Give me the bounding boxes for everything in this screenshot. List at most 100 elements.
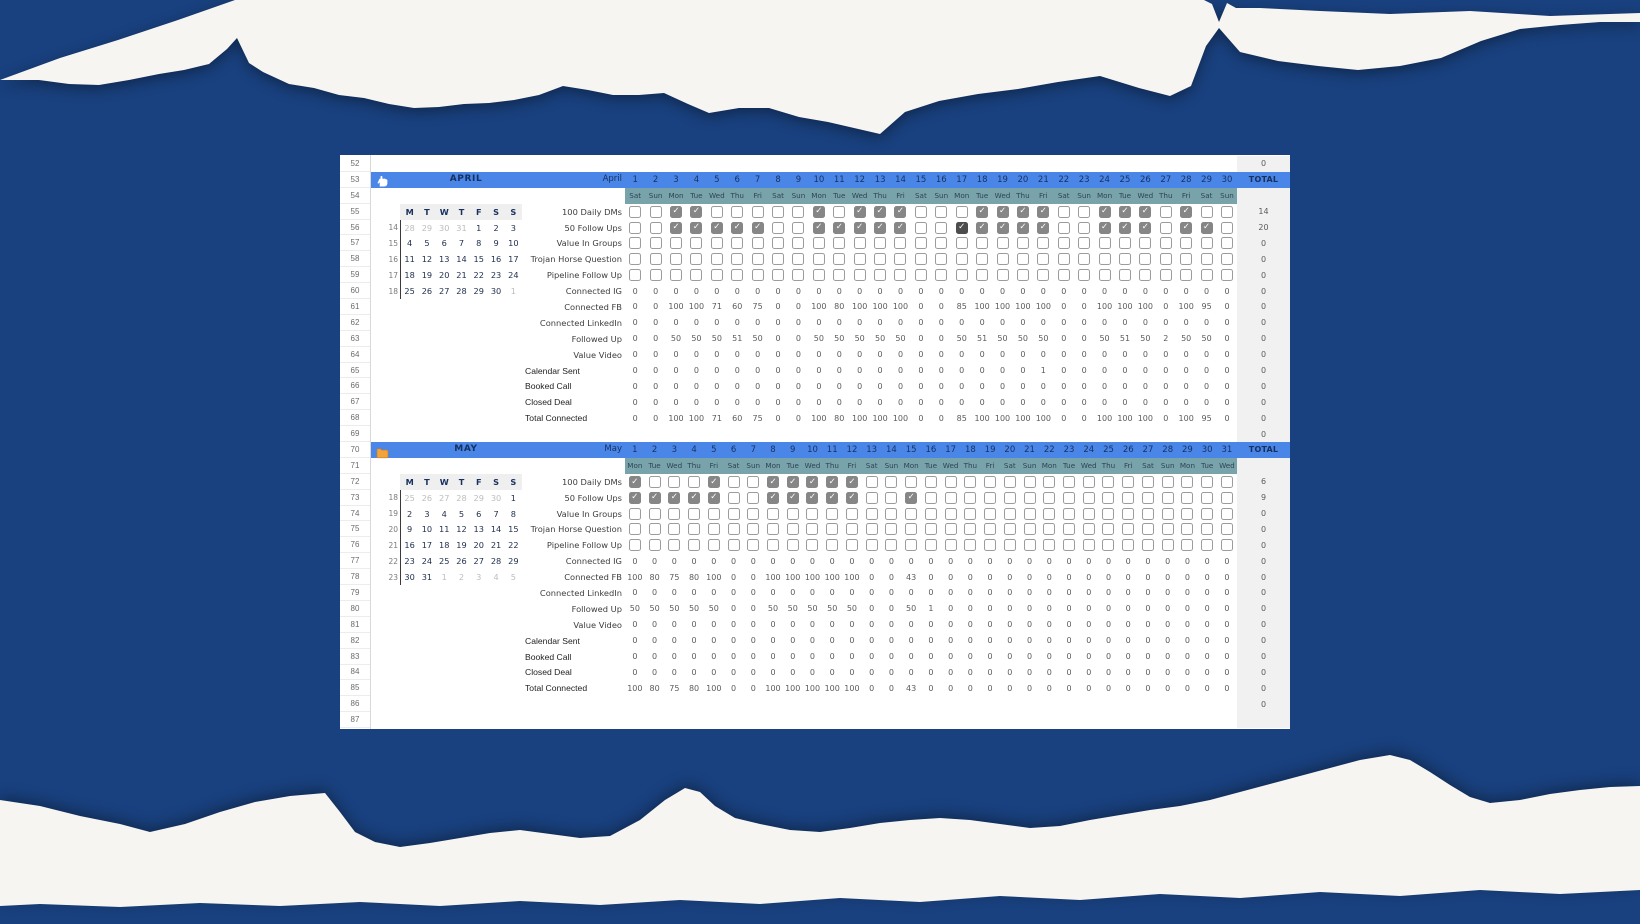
- task-checkbox[interactable]: [767, 523, 779, 536]
- task-checkbox[interactable]: [710, 253, 723, 266]
- task-checkbox[interactable]: [747, 491, 760, 504]
- task-checkbox[interactable]: [845, 523, 858, 536]
- task-checkbox[interactable]: [1057, 237, 1070, 250]
- task-checkbox[interactable]: [976, 237, 989, 250]
- task-checkbox[interactable]: [955, 253, 968, 266]
- task-checkbox[interactable]: [865, 475, 878, 488]
- task-checkbox[interactable]: [865, 523, 878, 536]
- task-checkbox[interactable]: [792, 237, 805, 250]
- task-checkbox[interactable]: [885, 539, 898, 552]
- task-checkbox[interactable]: [1043, 475, 1056, 488]
- task-checkbox[interactable]: [1201, 539, 1214, 552]
- task-checkbox[interactable]: [1200, 237, 1213, 250]
- task-checkbox[interactable]: [1159, 221, 1172, 234]
- task-checkbox[interactable]: [812, 237, 825, 250]
- task-checkbox[interactable]: [751, 253, 764, 266]
- task-checkbox[interactable]: [812, 221, 825, 234]
- task-checkbox[interactable]: [894, 237, 907, 250]
- task-checkbox[interactable]: [914, 269, 927, 282]
- task-checkbox[interactable]: [914, 253, 927, 266]
- task-checkbox[interactable]: [751, 269, 764, 282]
- task-checkbox[interactable]: [727, 475, 740, 488]
- task-checkbox[interactable]: [885, 475, 898, 488]
- task-checkbox[interactable]: [1180, 269, 1193, 282]
- task-checkbox[interactable]: [1139, 237, 1152, 250]
- task-checkbox[interactable]: [707, 475, 720, 488]
- task-checkbox[interactable]: [1118, 269, 1131, 282]
- task-checkbox[interactable]: [984, 491, 997, 504]
- task-checkbox[interactable]: [996, 269, 1009, 282]
- task-checkbox[interactable]: [894, 269, 907, 282]
- task-checkbox[interactable]: [772, 205, 785, 218]
- task-checkbox[interactable]: [731, 269, 744, 282]
- task-checkbox[interactable]: [812, 253, 825, 266]
- task-checkbox[interactable]: [845, 539, 858, 552]
- task-checkbox[interactable]: [710, 205, 723, 218]
- task-checkbox[interactable]: [1220, 475, 1233, 488]
- task-checkbox[interactable]: [1201, 475, 1214, 488]
- task-checkbox[interactable]: [833, 269, 846, 282]
- task-checkbox[interactable]: [865, 539, 878, 552]
- task-checkbox[interactable]: [649, 221, 662, 234]
- task-checkbox[interactable]: [944, 539, 957, 552]
- task-checkbox[interactable]: [767, 491, 779, 504]
- task-checkbox[interactable]: [668, 491, 681, 504]
- task-checkbox[interactable]: [792, 221, 805, 234]
- task-checkbox[interactable]: [670, 253, 683, 266]
- task-checkbox[interactable]: [628, 475, 641, 488]
- task-checkbox[interactable]: [1037, 269, 1050, 282]
- task-checkbox[interactable]: [826, 491, 839, 504]
- task-checkbox[interactable]: [874, 221, 887, 234]
- task-checkbox[interactable]: [649, 253, 662, 266]
- task-checkbox[interactable]: [806, 491, 819, 504]
- task-checkbox[interactable]: [1180, 237, 1193, 250]
- task-checkbox[interactable]: [924, 523, 937, 536]
- task-checkbox[interactable]: [1122, 523, 1135, 536]
- task-checkbox[interactable]: [935, 237, 948, 250]
- task-checkbox[interactable]: [731, 205, 744, 218]
- task-checkbox[interactable]: [668, 475, 681, 488]
- task-checkbox[interactable]: [1082, 507, 1095, 520]
- task-checkbox[interactable]: [964, 491, 977, 504]
- task-checkbox[interactable]: [1102, 507, 1115, 520]
- task-checkbox[interactable]: [826, 523, 839, 536]
- task-checkbox[interactable]: [747, 539, 760, 552]
- task-checkbox[interactable]: [924, 507, 937, 520]
- task-checkbox[interactable]: [1159, 269, 1172, 282]
- task-checkbox[interactable]: [1122, 475, 1135, 488]
- task-checkbox[interactable]: [894, 221, 907, 234]
- task-checkbox[interactable]: [1057, 269, 1070, 282]
- task-checkbox[interactable]: [845, 475, 858, 488]
- task-checkbox[interactable]: [1043, 507, 1056, 520]
- task-checkbox[interactable]: [1078, 237, 1091, 250]
- task-checkbox[interactable]: [865, 507, 878, 520]
- task-checkbox[interactable]: [690, 221, 703, 234]
- task-checkbox[interactable]: [1181, 539, 1194, 552]
- task-checkbox[interactable]: [1180, 221, 1193, 234]
- task-checkbox[interactable]: [885, 491, 898, 504]
- task-checkbox[interactable]: [1023, 523, 1036, 536]
- task-checkbox[interactable]: [914, 205, 927, 218]
- task-checkbox[interactable]: [670, 237, 683, 250]
- task-checkbox[interactable]: [853, 205, 866, 218]
- task-checkbox[interactable]: [1023, 491, 1036, 504]
- task-checkbox[interactable]: [1159, 253, 1172, 266]
- task-checkbox[interactable]: [670, 221, 683, 234]
- task-checkbox[interactable]: [629, 221, 642, 234]
- task-checkbox[interactable]: [1016, 221, 1029, 234]
- task-checkbox[interactable]: [1220, 539, 1233, 552]
- task-checkbox[interactable]: [1037, 253, 1050, 266]
- task-checkbox[interactable]: [1181, 507, 1194, 520]
- task-checkbox[interactable]: [865, 491, 878, 504]
- task-checkbox[interactable]: [1082, 491, 1095, 504]
- task-checkbox[interactable]: [1161, 475, 1174, 488]
- task-checkbox[interactable]: [1102, 539, 1115, 552]
- task-checkbox[interactable]: [688, 507, 701, 520]
- task-checkbox[interactable]: [1063, 523, 1076, 536]
- task-checkbox[interactable]: [668, 539, 681, 552]
- task-checkbox[interactable]: [1098, 221, 1111, 234]
- task-checkbox[interactable]: [786, 475, 799, 488]
- task-checkbox[interactable]: [1082, 475, 1095, 488]
- task-checkbox[interactable]: [826, 475, 839, 488]
- task-checkbox[interactable]: [710, 221, 723, 234]
